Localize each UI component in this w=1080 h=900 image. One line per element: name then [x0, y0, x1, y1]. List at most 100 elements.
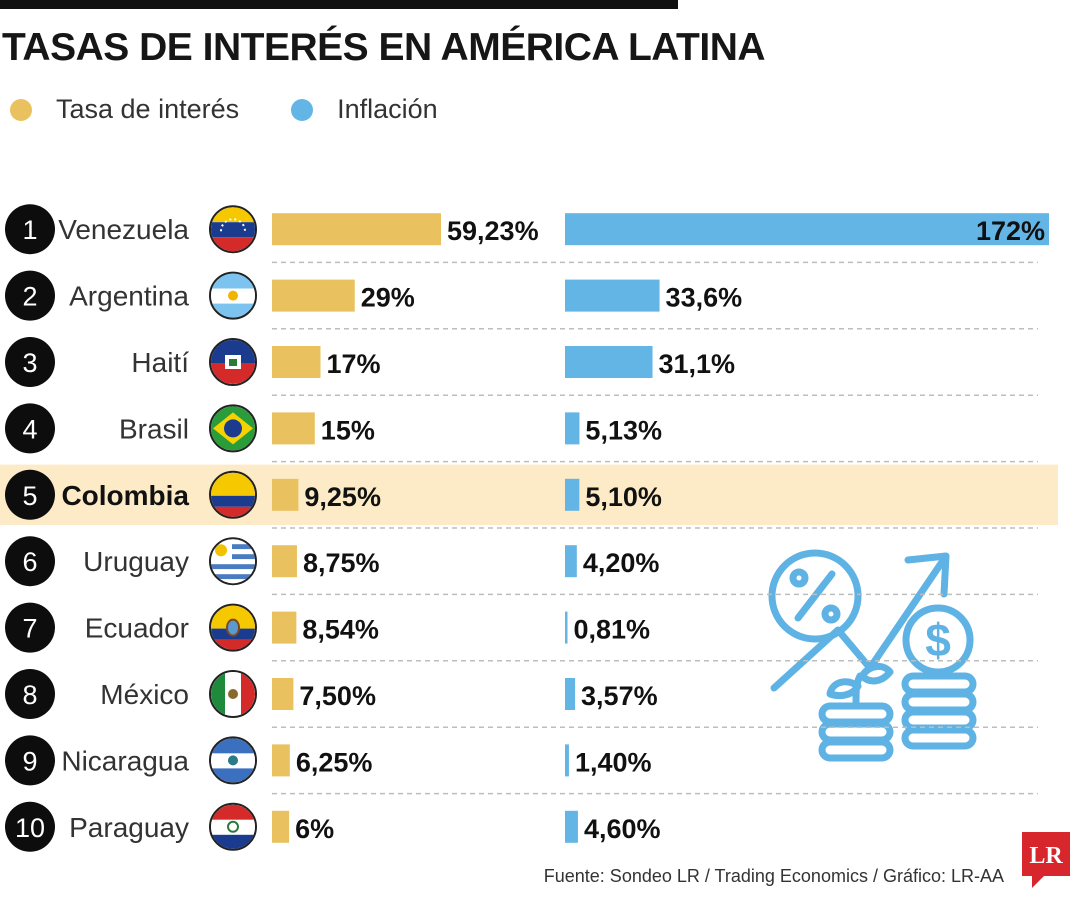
interest-rate-label: 8,54%: [302, 615, 379, 645]
flag-stripes: [211, 738, 255, 783]
percent-coin-icon: [768, 549, 862, 643]
flag-stripe: [211, 579, 255, 584]
inflation-bar: [565, 678, 576, 710]
rank-badge: [5, 602, 55, 653]
coin-stack-left-layer: [818, 702, 894, 726]
flag-stripe: [211, 207, 255, 223]
interest-rate-label: 9,25%: [304, 482, 381, 512]
flag-stripe: [211, 222, 255, 238]
inflation-bar: [565, 412, 580, 445]
sprout-leaf-left: [826, 678, 862, 700]
rank-badge: [5, 204, 55, 255]
coin-stack-right-layer: [901, 690, 977, 714]
rank-number: 6: [22, 547, 37, 577]
dollar-coin-icon: [902, 604, 974, 676]
legend-swatch-interest: [10, 98, 32, 121]
sprout-leaf-right: [858, 663, 894, 685]
rank-badge: [5, 801, 55, 852]
interest-rate-bar: [272, 678, 294, 710]
flag-stripes: [211, 472, 255, 517]
flag-stripe: [241, 672, 255, 716]
flag-emblem: [227, 820, 239, 833]
inflation-bar: [565, 545, 577, 578]
flag-stripes: [211, 273, 255, 318]
coin-stack-left-layer: [818, 738, 894, 762]
interest-rate-bar: [272, 611, 297, 644]
flag-stripe: [211, 639, 255, 650]
coin-stack-right-layer: [901, 672, 977, 696]
flag-stripes: [211, 340, 255, 384]
country-label: Argentina: [69, 281, 189, 312]
rank-badge: [5, 337, 55, 387]
growth-arrow-head: [904, 552, 950, 598]
flag-emblem: [228, 689, 238, 699]
lr-logo-text: LR: [1029, 843, 1063, 869]
country-label: Haití: [131, 347, 189, 378]
interest-rate-label: 6%: [295, 814, 334, 844]
inflation-bar: [565, 611, 568, 644]
rank-badge: [5, 669, 55, 719]
flag-stripe: [211, 554, 255, 560]
legend: Tasa de interés Inflación: [10, 94, 490, 125]
flag-globe: [224, 419, 242, 438]
legend-label-interest: Tasa de interés: [56, 94, 240, 124]
rank-badge: [5, 403, 55, 454]
interest-rate-label: 59,23%: [447, 216, 539, 246]
flag-stripe: [211, 672, 225, 716]
rank-number: 3: [22, 348, 37, 378]
rank-number: 2: [22, 282, 37, 312]
inflation-label: 3,57%: [581, 681, 658, 711]
dollar-sign: $: [925, 614, 951, 666]
page-title: TASAS DE INTERÉS EN AMÉRICA LATINA: [2, 26, 766, 69]
interest-rate-label: 17%: [327, 349, 381, 379]
top-rule: [0, 0, 678, 9]
interest-rate-bar: [272, 810, 290, 843]
flag-stripe: [211, 544, 255, 550]
rank-number: 5: [22, 481, 37, 511]
coin-stack-left-layer: [818, 720, 894, 744]
flag-stripe: [211, 738, 255, 754]
flag-stripes: [211, 406, 255, 451]
flag-stripe: [211, 303, 255, 318]
flag-sun: [228, 290, 238, 301]
flag-stripes: [211, 672, 255, 716]
inflation-label: 4,60%: [584, 814, 661, 844]
flag-stripe: [211, 495, 255, 507]
flag-emblem: [226, 618, 240, 637]
inflation-label: 5,10%: [585, 482, 662, 512]
inflation-label: 0,81%: [574, 615, 651, 645]
country-label: Brasil: [119, 413, 189, 444]
rank-badge: [5, 536, 55, 587]
flag-stripe: [211, 569, 255, 575]
rank-number: 7: [22, 614, 37, 644]
source-note: Fuente: Sondeo LR / Trading Economics / …: [543, 866, 1004, 886]
country-label: Uruguay: [83, 546, 189, 577]
flag-stripe: [211, 768, 255, 783]
rank-badge: [5, 270, 55, 321]
interest-rate-label: 7,50%: [299, 681, 376, 711]
flag-stripe: [211, 564, 255, 570]
interest-rate-label: 15%: [321, 415, 375, 445]
flag-stripe: [211, 834, 255, 849]
flag-stripes: [211, 605, 255, 650]
flag-stripe: [211, 237, 255, 252]
legend-label-inflation: Inflación: [337, 94, 438, 124]
country-label: Venezuela: [58, 214, 189, 245]
legend-item-inflation: Inflación: [291, 94, 438, 125]
inflation-label: 172%: [976, 216, 1045, 246]
flag-stripe: [211, 506, 255, 517]
coin-stack-right-layer: [901, 726, 977, 750]
lr-logo: LR: [1022, 832, 1070, 888]
inflation-label: 1,40%: [575, 747, 652, 777]
country-label: Nicaragua: [61, 745, 189, 776]
inflation-bar: [565, 478, 580, 511]
interest-rate-bar: [272, 279, 355, 312]
flag-stripe: [211, 605, 255, 629]
interest-rate-bar: [272, 213, 441, 246]
country-label: México: [100, 679, 189, 710]
interest-rate-bar: [272, 346, 321, 378]
flag-stripe: [211, 549, 255, 555]
country-label: Colombia: [61, 480, 189, 511]
inflation-bar: [565, 744, 569, 777]
rank-number: 8: [22, 680, 37, 710]
